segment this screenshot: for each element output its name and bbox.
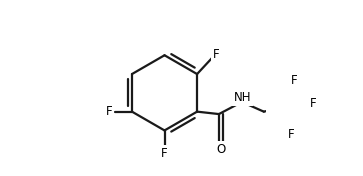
Text: F: F (287, 128, 294, 142)
Text: NH: NH (234, 91, 251, 104)
Text: F: F (309, 97, 316, 110)
Text: O: O (216, 143, 225, 156)
Text: F: F (161, 147, 168, 160)
Text: F: F (291, 74, 298, 87)
Text: F: F (106, 105, 112, 118)
Text: F: F (212, 48, 219, 61)
